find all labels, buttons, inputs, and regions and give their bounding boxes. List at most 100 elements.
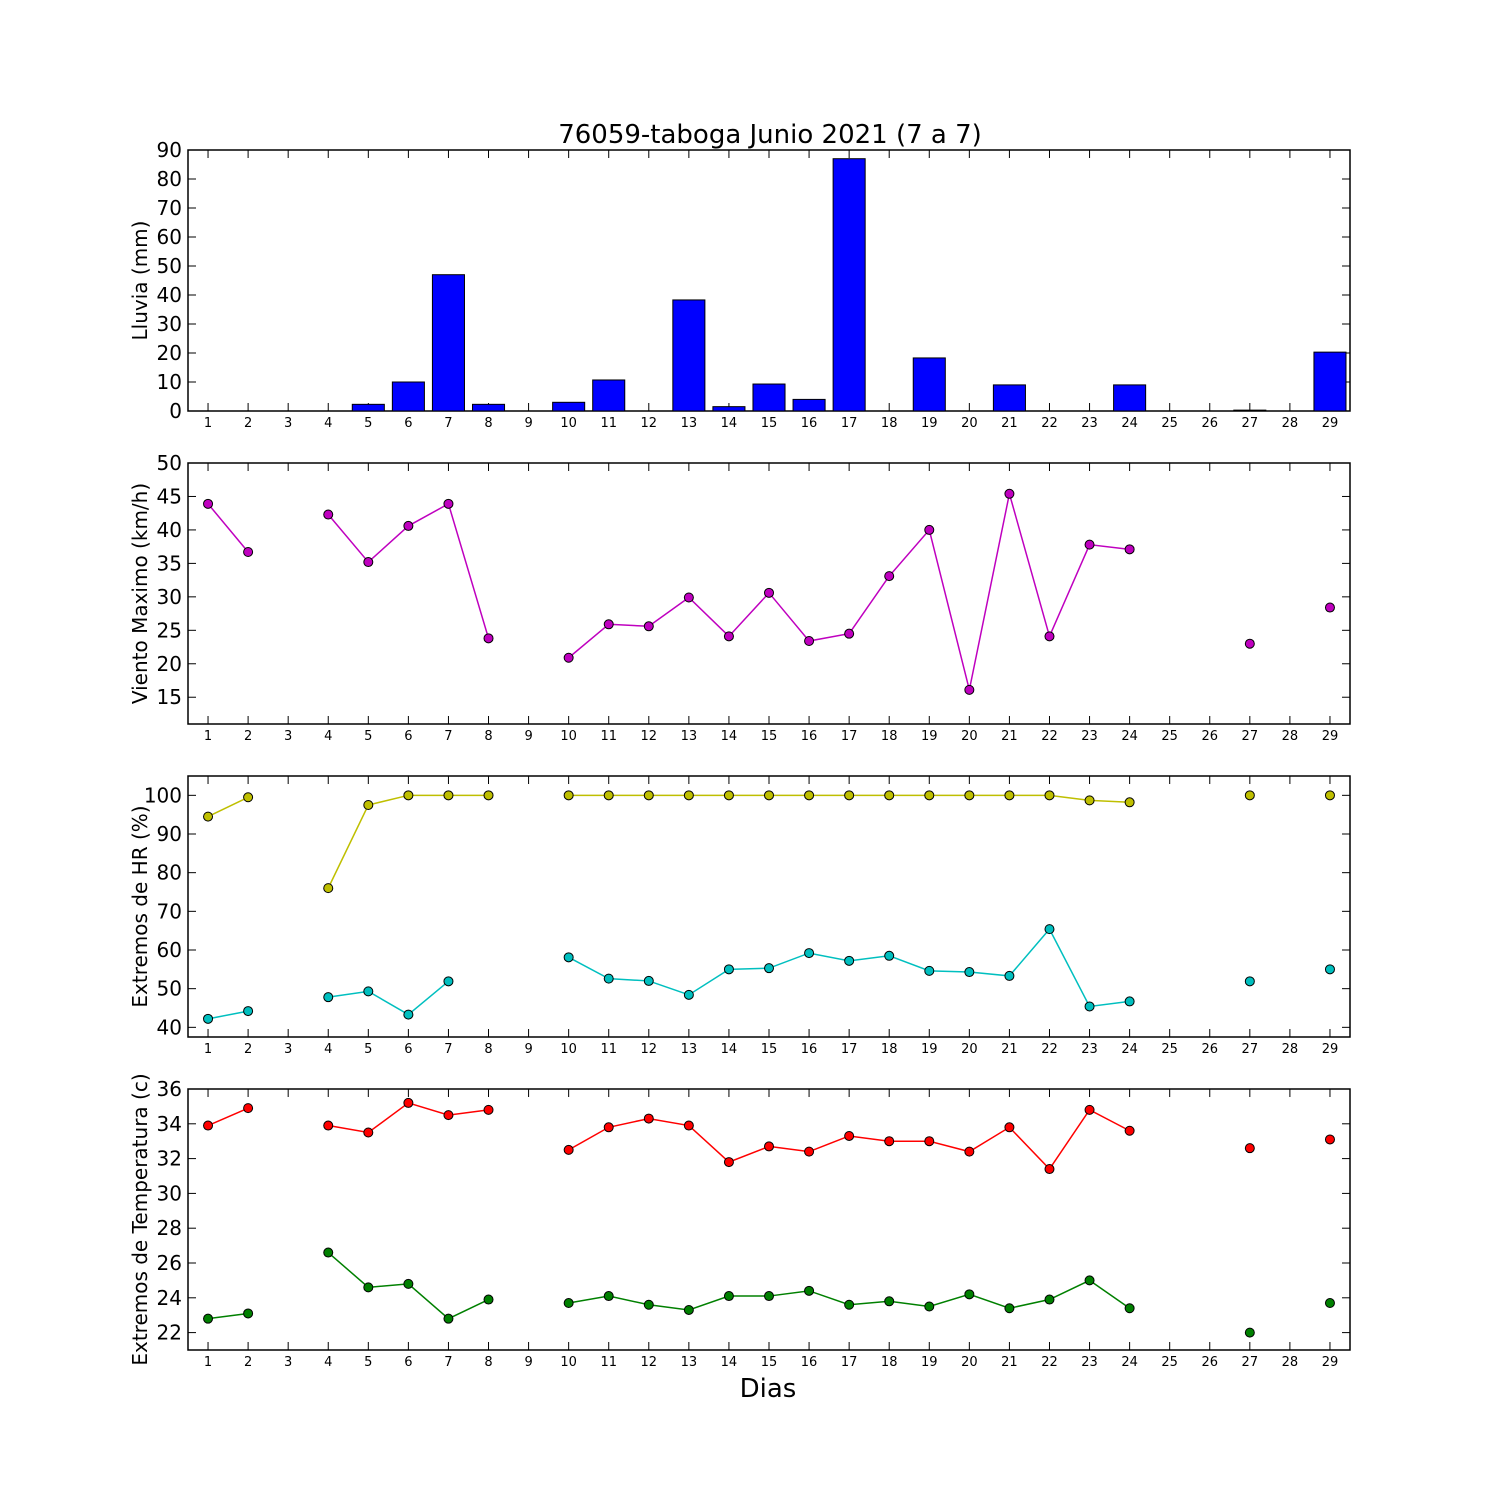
data-point	[804, 1285, 815, 1296]
data-point	[363, 557, 374, 568]
data-point	[1244, 638, 1255, 649]
x-tick-label: 27	[1242, 729, 1259, 744]
x-tick-label: 18	[881, 729, 898, 744]
data-point	[563, 1144, 574, 1155]
data-point	[764, 1141, 774, 1152]
x-tick-label: 24	[1121, 1042, 1138, 1057]
y-tick-label: 40	[157, 1015, 182, 1039]
data-point	[1004, 1303, 1015, 1314]
data-point	[443, 976, 454, 987]
x-tick-label: 5	[364, 1042, 372, 1057]
data-point	[924, 790, 935, 801]
data-point	[1004, 970, 1015, 981]
data-point	[243, 792, 254, 803]
x-tick-label: 6	[404, 729, 412, 744]
bar	[1113, 384, 1147, 412]
x-tick-label: 29	[1322, 416, 1339, 431]
x-tick-label: 4	[324, 729, 332, 744]
x-tick-label: 5	[364, 729, 372, 744]
data-point	[884, 790, 895, 801]
data-point	[1244, 1327, 1255, 1338]
data-point	[884, 571, 895, 582]
x-tick-label: 19	[921, 1042, 938, 1057]
x-tick-label: 14	[721, 1355, 738, 1370]
x-tick-label: 16	[801, 1355, 818, 1370]
data-point	[403, 1278, 414, 1289]
x-tick-label: 7	[444, 1042, 452, 1057]
x-tick-label: 8	[484, 1042, 492, 1057]
x-tick-label: 4	[324, 416, 332, 431]
data-point	[1004, 488, 1015, 499]
bar	[391, 381, 425, 412]
x-tick-label: 27	[1242, 1355, 1259, 1370]
data-point	[964, 790, 975, 801]
data-point	[844, 955, 855, 966]
x-tick-label: 20	[961, 1355, 978, 1370]
data-point	[603, 1122, 614, 1133]
x-tick-label: 26	[1201, 1355, 1218, 1370]
y-tick-label: 10	[157, 370, 182, 394]
data-point	[1044, 631, 1055, 642]
x-tick-label: 28	[1282, 416, 1299, 431]
x-tick-label: 6	[404, 1355, 412, 1370]
x-tick-label: 28	[1282, 1042, 1299, 1057]
x-tick-label: 22	[1041, 416, 1058, 431]
x-tick-label: 7	[444, 1355, 452, 1370]
series-line	[207, 503, 249, 553]
y-tick-label: 34	[157, 1112, 182, 1136]
x-tick-label: 21	[1001, 416, 1018, 431]
x-tick-label: 7	[444, 416, 452, 431]
data-point	[643, 790, 654, 801]
x-tick-label: 16	[801, 1042, 818, 1057]
x-tick-label: 10	[560, 416, 577, 431]
y-tick-label: 26	[157, 1251, 182, 1275]
x-tick-label: 11	[600, 729, 617, 744]
data-point	[243, 1006, 254, 1017]
data-point	[323, 509, 334, 520]
x-tick-label: 11	[600, 1355, 617, 1370]
bar	[792, 398, 826, 412]
series-line	[207, 1010, 249, 1020]
y-tick-label: 60	[157, 938, 182, 962]
data-point	[203, 1313, 214, 1324]
x-tick-label: 12	[641, 416, 658, 431]
y-tick-label: 50	[157, 254, 182, 278]
data-point	[203, 498, 214, 509]
x-tick-label: 19	[921, 729, 938, 744]
y-tick-label: 32	[157, 1147, 182, 1171]
data-point	[964, 1289, 975, 1300]
x-tick-label: 10	[560, 1355, 577, 1370]
data-point	[403, 1097, 414, 1108]
x-tick-label: 5	[364, 416, 372, 431]
y-tick-label: 22	[157, 1321, 182, 1345]
x-tick-label: 9	[524, 416, 532, 431]
x-tick-label: 12	[641, 1042, 658, 1057]
data-point	[884, 1296, 895, 1307]
x-tick-label: 25	[1161, 1042, 1178, 1057]
data-point	[683, 1120, 694, 1131]
data-point	[1244, 1143, 1255, 1154]
x-tick-label: 23	[1081, 729, 1098, 744]
data-point	[924, 965, 935, 976]
y-tick-label: 90	[157, 138, 182, 162]
data-point	[243, 547, 254, 558]
bar	[912, 357, 946, 412]
data-point	[683, 1304, 694, 1315]
data-point	[363, 986, 374, 997]
x-tick-label: 28	[1282, 729, 1299, 744]
data-point	[964, 1146, 975, 1157]
data-point	[1124, 544, 1135, 555]
y-tick-label: 40	[157, 518, 182, 542]
data-point	[1004, 1122, 1015, 1133]
series-line	[207, 1107, 249, 1127]
data-point	[804, 790, 815, 801]
x-tick-label: 25	[1161, 1355, 1178, 1370]
data-point	[804, 636, 815, 647]
x-tick-label: 19	[921, 416, 938, 431]
x-tick-label: 15	[761, 1042, 778, 1057]
x-tick-label: 10	[560, 729, 577, 744]
y-tick-label: 30	[157, 585, 182, 609]
x-tick-label: 26	[1201, 729, 1218, 744]
bar	[592, 379, 626, 412]
